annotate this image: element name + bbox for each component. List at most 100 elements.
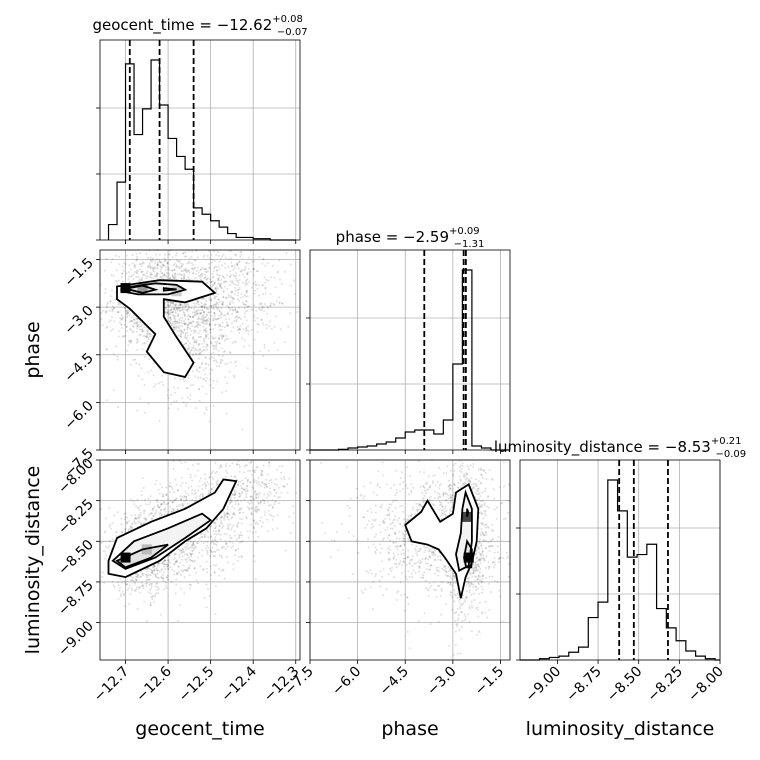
scatter-point <box>394 545 397 548</box>
scatter-point <box>197 323 200 326</box>
scatter-point <box>124 528 127 531</box>
scatter-point <box>246 272 249 275</box>
scatter-point <box>166 311 169 314</box>
scatter-point <box>190 559 193 562</box>
scatter-point <box>128 313 131 316</box>
scatter-point <box>200 297 203 300</box>
scatter-point <box>459 464 462 467</box>
scatter-point <box>403 518 406 521</box>
scatter-point <box>256 270 259 273</box>
scatter-point <box>482 574 484 577</box>
scatter-point <box>186 569 188 572</box>
scatter-point <box>460 468 463 470</box>
x-tick-label: −8.00 <box>685 664 727 706</box>
scatter-point <box>162 574 164 577</box>
scatter-point <box>248 508 251 511</box>
scatter-point <box>217 354 220 357</box>
scatter-point <box>215 287 218 290</box>
scatter-point <box>441 589 443 592</box>
scatter-point <box>88 561 90 563</box>
scatter-point <box>176 489 179 492</box>
scatter-point <box>158 253 161 256</box>
scatter-point <box>259 519 262 522</box>
scatter-point <box>139 504 142 507</box>
scatter-point <box>199 477 202 480</box>
scatter-point <box>208 267 211 270</box>
scatter-point <box>197 352 200 355</box>
scatter-point <box>366 510 369 513</box>
scatter-point <box>233 496 236 499</box>
scatter-point <box>184 336 186 339</box>
scatter-point <box>148 263 151 266</box>
scatter-point <box>156 263 159 266</box>
scatter-point <box>175 553 177 556</box>
scatter-point <box>207 364 210 366</box>
scatter-point <box>116 311 119 314</box>
scatter-point <box>163 241 165 243</box>
scatter-point <box>213 324 216 327</box>
scatter-point <box>262 306 265 309</box>
scatter-point <box>95 271 97 273</box>
scatter-point <box>193 339 196 342</box>
scatter-point <box>119 595 122 598</box>
scatter-point <box>250 495 252 498</box>
scatter-point <box>168 313 171 316</box>
scatter-point <box>232 309 235 311</box>
scatter-point <box>133 265 136 268</box>
scatter-point <box>194 559 197 562</box>
scatter-point <box>185 342 188 345</box>
scatter-point <box>180 277 183 280</box>
scatter-point <box>167 501 170 504</box>
scatter-point <box>214 585 217 588</box>
scatter-point <box>194 273 197 276</box>
scatter-point <box>145 576 148 579</box>
scatter-point <box>234 475 237 478</box>
scatter-point <box>215 318 218 321</box>
scatter-point <box>101 309 104 312</box>
scatter-point <box>146 570 149 573</box>
scatter-point <box>188 342 191 345</box>
scatter-point <box>215 481 218 484</box>
scatter-point <box>146 275 149 278</box>
scatter-point <box>121 317 124 320</box>
scatter-point <box>220 307 223 310</box>
scatter-point <box>185 255 188 258</box>
scatter-point <box>153 385 156 388</box>
scatter-point <box>156 267 159 270</box>
scatter-point <box>231 280 234 283</box>
scatter-point <box>197 469 199 472</box>
scatter-point <box>180 549 182 552</box>
scatter-point <box>169 318 172 321</box>
scatter-point <box>496 551 499 554</box>
scatter-point <box>241 491 244 493</box>
scatter-point <box>200 278 203 281</box>
scatter-point <box>172 468 175 470</box>
scatter-point <box>428 568 431 571</box>
scatter-point <box>253 519 256 522</box>
scatter-point <box>149 604 152 607</box>
scatter-point <box>397 553 400 556</box>
scatter-point <box>427 475 430 478</box>
scatter-point <box>400 564 403 567</box>
scatter-point <box>217 279 220 282</box>
scatter-point <box>172 460 175 463</box>
scatter-point <box>104 288 107 290</box>
scatter-point <box>241 479 244 482</box>
scatter-point <box>154 262 157 265</box>
scatter-point <box>209 320 212 323</box>
scatter-point <box>252 487 255 490</box>
scatter-point <box>230 245 232 247</box>
scatter-point <box>420 561 423 564</box>
scatter-point <box>264 264 267 267</box>
scatter-point <box>193 499 196 502</box>
scatter-point <box>435 569 438 572</box>
scatter-point <box>167 564 170 566</box>
scatter-point <box>474 561 477 564</box>
scatter-point <box>219 522 222 524</box>
scatter-point <box>218 568 221 571</box>
scatter-point <box>162 263 164 266</box>
scatter-point <box>125 313 128 316</box>
scatter-point <box>372 491 375 494</box>
scatter-point <box>477 565 480 568</box>
scatter-point <box>166 303 169 306</box>
